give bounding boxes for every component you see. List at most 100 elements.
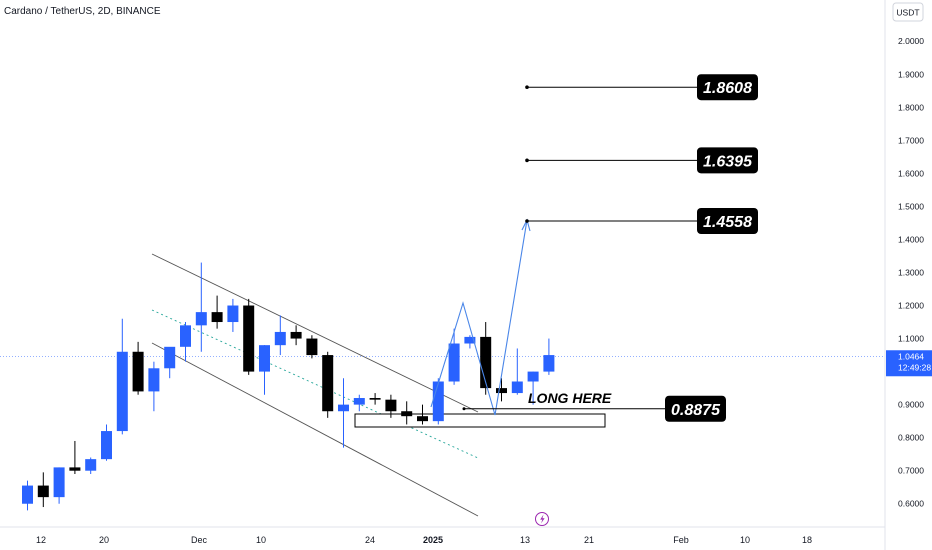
candle-body (322, 355, 334, 412)
y-tick-label: 1.4000 (898, 234, 924, 244)
target-label: 1.4558 (703, 214, 752, 231)
current-price-countdown: 12:49:28 (898, 362, 931, 372)
candle-body (259, 345, 270, 372)
candle (180, 322, 191, 362)
candle-body (480, 336, 492, 389)
target-label: 1.6395 (703, 153, 753, 170)
chart-title: Cardano / TetherUS, 2D, BINANCE (4, 6, 161, 17)
candle-body (338, 404, 349, 412)
candle-body (22, 485, 33, 504)
candle (464, 335, 476, 349)
candle-body (227, 305, 239, 323)
candle-body (353, 398, 365, 405)
target-level: 1.8608 (525, 74, 758, 101)
candle (432, 378, 444, 425)
candle (401, 401, 413, 425)
y-tick-label: 1.8000 (898, 102, 924, 112)
candle (69, 440, 81, 475)
x-tick-label: Dec (191, 535, 208, 545)
candle (448, 328, 460, 385)
time-axis[interactable]: 12 20 Dec 10 24 2025 13 21 Feb 10 18 (36, 535, 812, 545)
target-label: 1.8608 (703, 80, 752, 97)
y-tick-label: 0.6000 (898, 499, 924, 509)
candle-body (85, 459, 97, 471)
entry-label-box (665, 395, 726, 422)
price-axis[interactable]: 0.60000.70000.80000.90001.00001.10001.20… (898, 36, 924, 509)
candle (496, 378, 507, 402)
candle-body (132, 351, 144, 392)
currency-button[interactable]: USDT (892, 2, 924, 22)
candle (338, 378, 349, 448)
candlestick-series (22, 262, 555, 511)
entry-anchor-dot (462, 407, 466, 411)
channel-lower-line (151, 342, 479, 517)
candle-body (448, 343, 460, 382)
candle-body (211, 312, 223, 323)
entry-label: 0.8875 (671, 402, 721, 419)
candle (385, 394, 397, 418)
candle (116, 318, 128, 435)
candle (306, 335, 318, 359)
x-tick-label: 12 (36, 535, 46, 545)
candle-body (101, 431, 112, 460)
candle (417, 404, 428, 425)
candle-body (37, 485, 49, 498)
candle-body (116, 351, 128, 432)
x-tick-label: 2025 (423, 535, 443, 545)
candle (274, 315, 286, 356)
candle (101, 424, 112, 461)
candle (511, 348, 523, 395)
y-tick-label: 0.7000 (898, 466, 924, 476)
x-tick-label: 13 (520, 535, 530, 545)
candle-body (53, 467, 65, 498)
candle (259, 345, 270, 395)
lightning-icon[interactable] (535, 512, 549, 526)
current-price-value: 1.0464 (898, 351, 924, 361)
candle-body (243, 305, 255, 372)
candle-body (401, 411, 413, 417)
candle-body (369, 398, 381, 400)
target-label-box (697, 74, 758, 101)
candle (527, 371, 539, 405)
candle-body (195, 312, 207, 326)
candle-body (417, 416, 428, 422)
candle (227, 298, 239, 332)
candle-body (274, 331, 286, 346)
candle (543, 338, 555, 375)
y-tick-label: 1.9000 (898, 69, 924, 79)
candle (353, 394, 365, 412)
x-tick-label: 21 (584, 535, 594, 545)
current-price-tag: 1.0464 12:49:28 (886, 350, 932, 377)
target-levels: 1.8608 1.6395 1.4558 (525, 74, 758, 235)
y-tick-label: 1.2000 (898, 301, 924, 311)
long-here-note: LONG HERE (528, 390, 612, 406)
target-anchor-dot (525, 85, 529, 90)
entry-zone-box (354, 413, 606, 428)
target-label-box (697, 208, 758, 235)
candle-body (385, 399, 397, 412)
y-tick-label: 1.5000 (898, 201, 924, 211)
target-label-box (697, 147, 758, 174)
projection-path (430, 219, 528, 416)
candle (369, 393, 381, 405)
x-tick-label: 10 (740, 535, 750, 545)
currency-button-label[interactable]: USDT (896, 8, 919, 18)
candle-body (432, 381, 444, 422)
y-tick-label: 1.7000 (898, 135, 924, 145)
candle (290, 325, 302, 346)
target-level: 1.4558 (525, 208, 758, 235)
currency-button-frame[interactable] (892, 2, 924, 22)
candle-body (290, 331, 302, 339)
candle-body (180, 325, 191, 347)
y-tick-label: 1.1000 (898, 334, 924, 344)
y-tick-label: 2.0000 (898, 36, 924, 46)
candle-body (148, 368, 160, 392)
y-tick-label: 1.6000 (898, 168, 924, 178)
y-tick-label: 0.8000 (898, 433, 924, 443)
candle-body (543, 355, 555, 372)
target-level: 1.6395 (525, 147, 758, 174)
target-anchor-dot (525, 219, 529, 223)
channel-upper-line (151, 253, 479, 413)
